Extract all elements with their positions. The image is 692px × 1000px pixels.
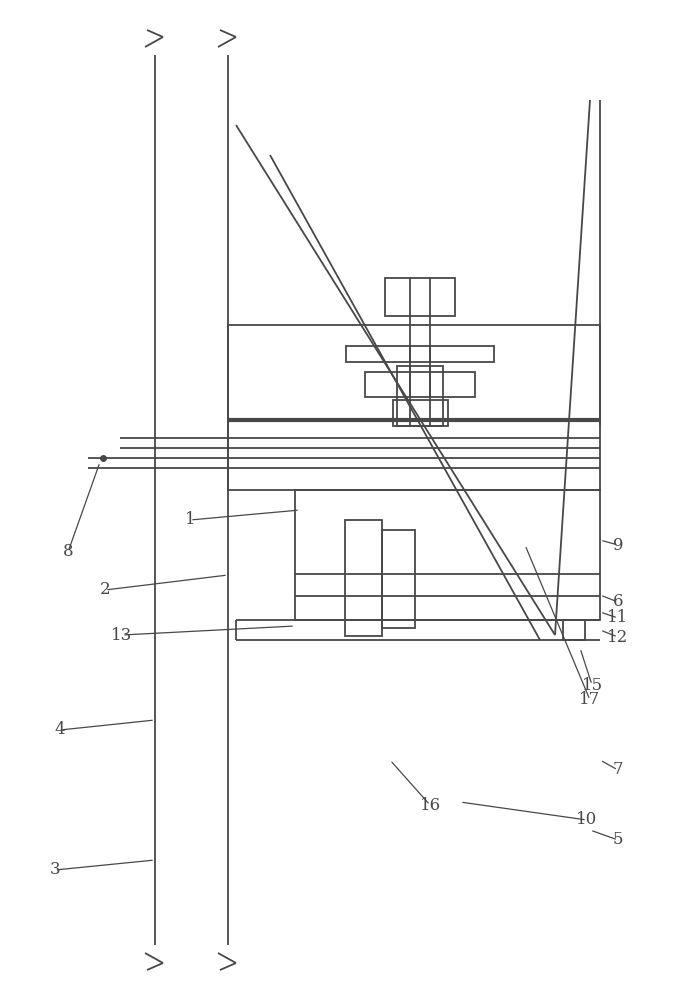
- Bar: [385, 278, 455, 316]
- Bar: [397, 366, 443, 426]
- Text: 12: 12: [608, 629, 628, 646]
- Text: 7: 7: [612, 762, 623, 778]
- Text: 6: 6: [612, 593, 623, 610]
- Text: 15: 15: [581, 676, 603, 694]
- Text: 3: 3: [50, 861, 60, 879]
- Text: 13: 13: [111, 626, 133, 644]
- Bar: [228, 325, 600, 420]
- Bar: [228, 420, 600, 490]
- Text: 8: 8: [63, 544, 73, 560]
- Text: 9: 9: [612, 536, 623, 554]
- Text: 2: 2: [100, 582, 110, 598]
- Text: 1: 1: [185, 512, 195, 528]
- Text: 4: 4: [55, 722, 65, 738]
- Text: 10: 10: [576, 812, 598, 828]
- Text: 17: 17: [579, 692, 601, 708]
- Bar: [365, 372, 475, 397]
- Text: 11: 11: [608, 609, 628, 626]
- Text: 5: 5: [612, 832, 623, 848]
- Bar: [563, 620, 585, 640]
- Bar: [346, 346, 494, 362]
- Text: 16: 16: [419, 796, 441, 814]
- Bar: [295, 490, 600, 620]
- Bar: [393, 400, 448, 426]
- Bar: [382, 530, 415, 628]
- Bar: [345, 520, 382, 636]
